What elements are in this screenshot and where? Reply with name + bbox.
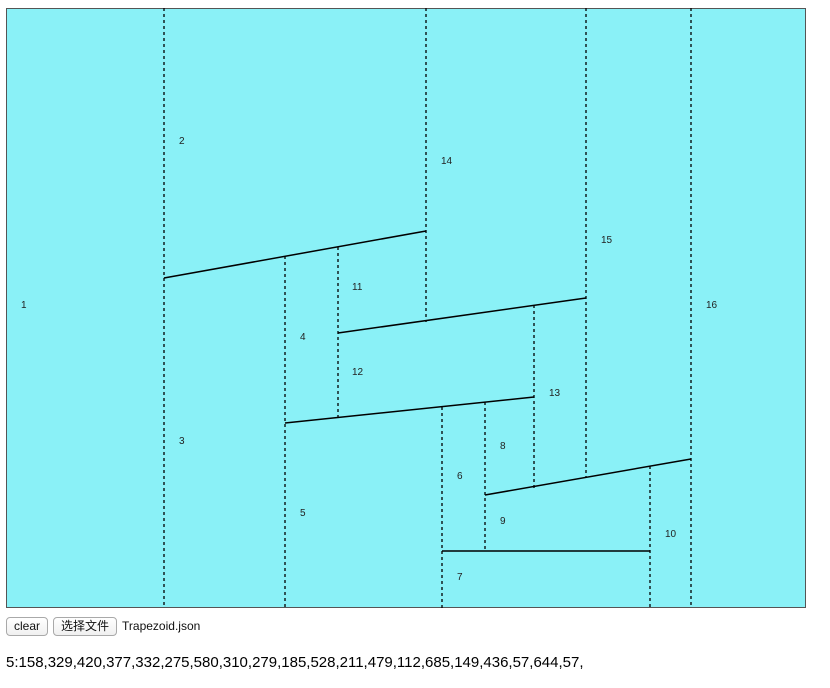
region-label: 8 (500, 441, 506, 452)
trapezoid-canvas[interactable]: 1 2 3 4 5 6 7 8 9 10 11 12 13 14 15 16 (6, 8, 806, 608)
edge (337, 297, 587, 334)
edge (163, 230, 427, 279)
solid-edges (163, 230, 692, 552)
region-label: 14 (441, 156, 453, 167)
region-label: 6 (457, 471, 463, 482)
selected-file-name: Trapezoid.json (122, 619, 201, 633)
region-label: 11 (352, 282, 363, 293)
region-label: 4 (300, 332, 306, 343)
edge (484, 458, 692, 496)
region-label: 5 (300, 508, 306, 519)
region-label: 10 (665, 529, 677, 540)
controls-bar: clear 选择文件 Trapezoid.json (6, 616, 200, 636)
choose-file-button[interactable]: 选择文件 (53, 616, 118, 636)
region-label: 7 (457, 572, 463, 583)
edge (284, 396, 535, 424)
region-label: 12 (352, 367, 364, 378)
canvas-background (6, 8, 806, 608)
clear-button[interactable]: clear (6, 616, 49, 636)
region-label: 13 (549, 388, 561, 399)
region-label: 3 (179, 436, 185, 447)
region-label: 9 (500, 516, 506, 527)
region-labels: 1 2 3 4 5 6 7 8 9 10 11 12 13 14 15 16 (21, 136, 718, 583)
output-text: 5:158,329,420,377,332,275,580,310,279,18… (6, 654, 584, 671)
region-label: 2 (179, 136, 185, 147)
region-label: 16 (706, 300, 718, 311)
region-label: 1 (21, 300, 27, 311)
trapezoid-diagram: 1 2 3 4 5 6 7 8 9 10 11 12 13 14 15 16 (6, 8, 806, 608)
region-label: 15 (601, 235, 613, 246)
